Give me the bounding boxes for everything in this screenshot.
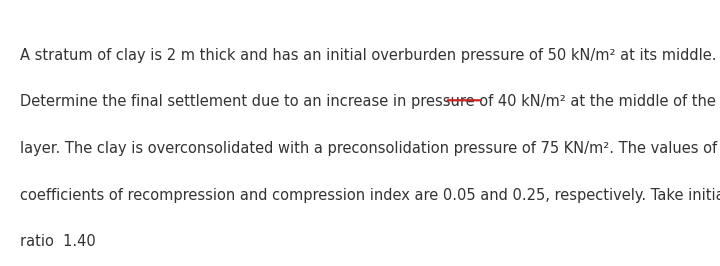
Text: ratio  1.40: ratio 1.40 [20, 234, 96, 249]
Text: layer. The clay is overconsolidated with a preconsolidation pressure of 75 KN/m²: layer. The clay is overconsolidated with… [20, 141, 720, 156]
Text: Determine the final settlement due to an increase in pressure of 40 kN/m² at the: Determine the final settlement due to an… [20, 94, 720, 109]
Text: coefficients of recompression and compression index are 0.05 and 0.25, respectiv: coefficients of recompression and compre… [20, 188, 720, 202]
Text: A stratum of clay is 2 m thick and has an initial overburden pressure of 50 kN/m: A stratum of clay is 2 m thick and has a… [20, 48, 716, 63]
